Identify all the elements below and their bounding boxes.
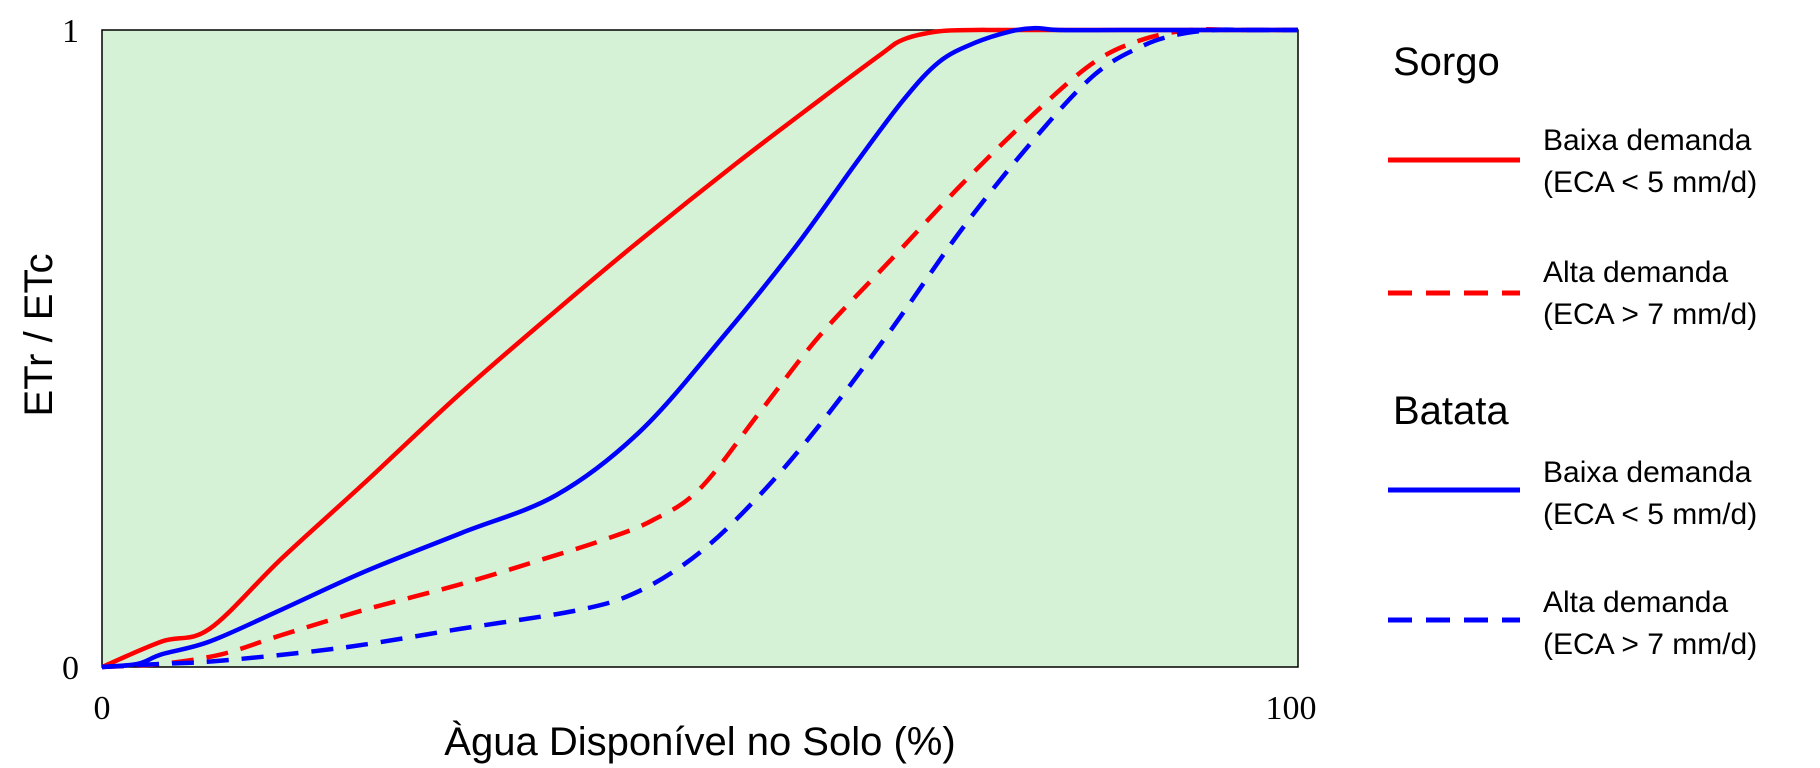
legend-label-batata-alta: Alta demanda [1543,586,1728,619]
legend-sublabel-batata-baixa: (ECA < 5 mm/d) [1543,498,1757,531]
x-tick-label-right: 100 [1266,690,1317,727]
legend-group-title-sorgo: Sorgo [1393,40,1500,84]
legend-label-batata-baixa: Baixa demanda [1543,456,1752,489]
legend-sublabel-batata-alta: (ECA > 7 mm/d) [1543,628,1757,661]
series-line-sorgo-alta [101,27,1298,670]
series-layer [101,25,1298,670]
series-line-batata-baixa [101,25,1298,670]
legend-sublabel-sorgo-alta: (ECA > 7 mm/d) [1543,298,1757,331]
y-tick-label-bottom: 0 [62,650,79,687]
x-tick-label-left: 0 [94,690,111,727]
y-tick-label-top: 1 [62,13,79,50]
x-axis-title: Àgua Disponível no Solo (%) [444,719,955,764]
legend: Sorgo Baixa demanda (ECA < 5 mm/d) Alta … [1388,40,1757,661]
series-line-batata-alta [101,27,1298,670]
legend-sublabel-sorgo-baixa: (ECA < 5 mm/d) [1543,166,1757,199]
legend-label-sorgo-baixa: Baixa demanda [1543,124,1752,157]
legend-label-sorgo-alta: Alta demanda [1543,256,1728,289]
plot-area [101,29,1299,668]
legend-group-title-batata: Batata [1393,389,1509,433]
y-axis-title: ETr / ETc [17,254,61,417]
series-line-sorgo-baixa [101,27,1298,670]
